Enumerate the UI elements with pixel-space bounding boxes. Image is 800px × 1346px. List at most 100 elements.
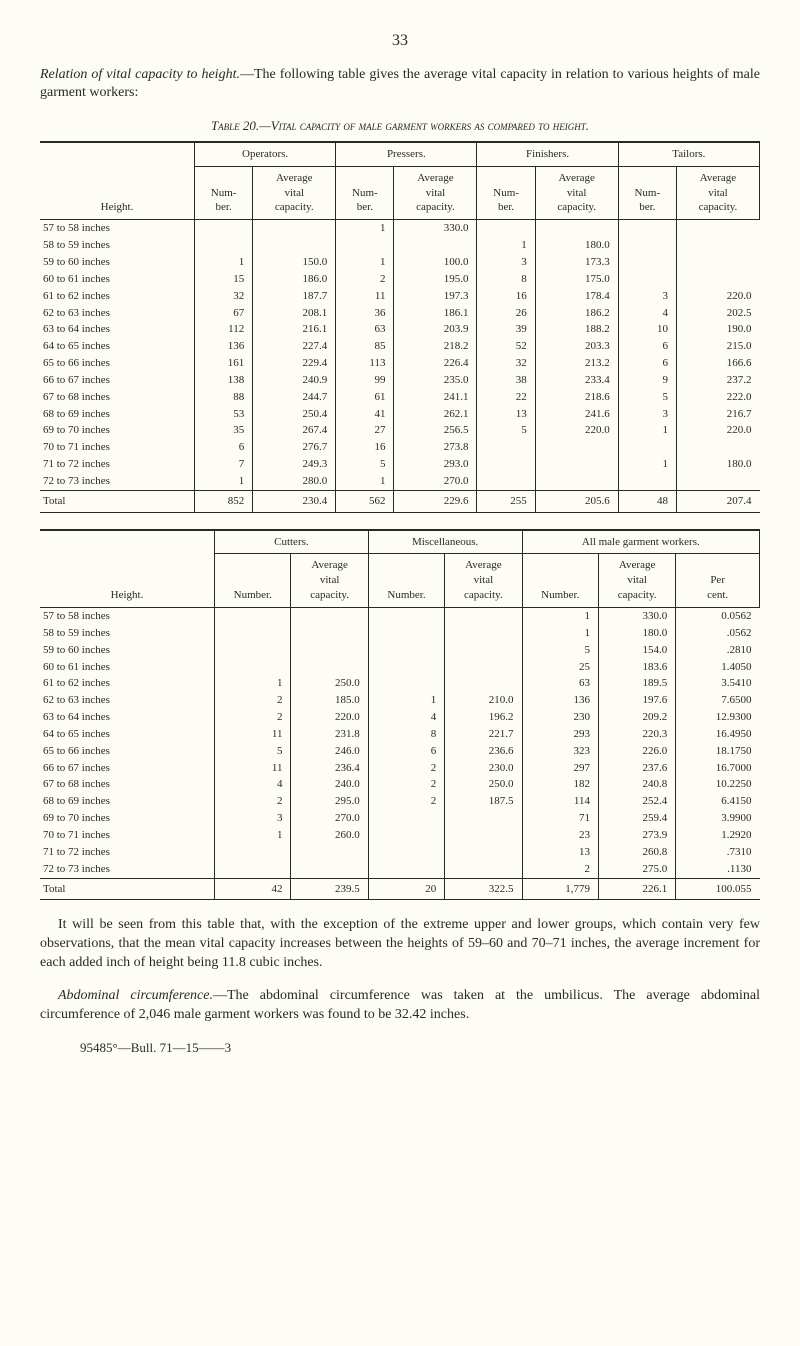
data-cell: 3 bbox=[618, 406, 676, 423]
data-cell: 220.3 bbox=[598, 726, 675, 743]
data-cell bbox=[477, 456, 535, 473]
data-cell: 216.7 bbox=[676, 406, 759, 423]
data-cell: 260.0 bbox=[291, 827, 368, 844]
table-2-group-0: Cutters. bbox=[215, 530, 369, 554]
data-cell bbox=[215, 861, 291, 878]
table-1-sub-2: Num- ber. bbox=[336, 166, 394, 220]
data-cell: 295.0 bbox=[291, 793, 368, 810]
row-label: 72 to 73 inches bbox=[40, 861, 215, 878]
data-cell: 183.6 bbox=[598, 659, 675, 676]
data-cell: 208.1 bbox=[253, 305, 336, 322]
data-cell: 221.7 bbox=[445, 726, 522, 743]
data-cell: 240.9 bbox=[253, 372, 336, 389]
table-row: 58 to 59 inches1180.0.0562 bbox=[40, 625, 760, 642]
data-cell bbox=[535, 220, 618, 237]
data-cell: 22 bbox=[477, 389, 535, 406]
conclusion-para-2: Abdominal circumference.—The abdominal c… bbox=[40, 987, 760, 1025]
data-cell: 249.3 bbox=[253, 456, 336, 473]
row-label: 57 to 58 inches bbox=[40, 608, 215, 625]
row-label: 57 to 58 inches bbox=[40, 220, 195, 237]
row-label: 61 to 62 inches bbox=[40, 288, 195, 305]
data-cell: .0562 bbox=[676, 625, 760, 642]
data-cell: 197.3 bbox=[394, 288, 477, 305]
data-cell bbox=[535, 456, 618, 473]
data-cell: 11 bbox=[336, 288, 394, 305]
data-cell: 136 bbox=[195, 338, 253, 355]
row-label: 63 to 64 inches bbox=[40, 321, 195, 338]
data-cell bbox=[445, 675, 522, 692]
data-cell: 226.4 bbox=[394, 355, 477, 372]
data-cell: 88 bbox=[195, 389, 253, 406]
data-cell: 220.0 bbox=[291, 709, 368, 726]
row-label: 69 to 70 inches bbox=[40, 422, 195, 439]
table-2-total-3: 322.5 bbox=[445, 878, 522, 899]
data-cell: 8 bbox=[477, 271, 535, 288]
table-2-total-1: 239.5 bbox=[291, 878, 368, 899]
data-cell: .1130 bbox=[676, 861, 760, 878]
data-cell: 9 bbox=[618, 372, 676, 389]
table-2-total-4: 1,779 bbox=[522, 878, 598, 899]
data-cell: 180.0 bbox=[535, 237, 618, 254]
data-cell bbox=[215, 844, 291, 861]
data-cell: 5 bbox=[477, 422, 535, 439]
data-cell: 250.0 bbox=[291, 675, 368, 692]
data-cell: 252.4 bbox=[598, 793, 675, 810]
table-1-sub-1: Average vital capacity. bbox=[253, 166, 336, 220]
data-cell: 236.4 bbox=[291, 760, 368, 777]
row-label: 72 to 73 inches bbox=[40, 473, 195, 490]
data-cell: 41 bbox=[336, 406, 394, 423]
data-cell: 1 bbox=[368, 692, 444, 709]
data-cell: 4 bbox=[215, 776, 291, 793]
data-cell: 250.4 bbox=[253, 406, 336, 423]
table-row: 66 to 67 inches138240.999235.038233.4923… bbox=[40, 372, 760, 389]
table-1-sub-5: Average vital capacity. bbox=[535, 166, 618, 220]
data-cell: 188.2 bbox=[535, 321, 618, 338]
data-cell bbox=[291, 844, 368, 861]
row-label: 59 to 60 inches bbox=[40, 254, 195, 271]
data-cell bbox=[445, 827, 522, 844]
table-1-total-3: 229.6 bbox=[394, 490, 477, 511]
data-cell: 16 bbox=[336, 439, 394, 456]
data-cell bbox=[618, 237, 676, 254]
table-row: 68 to 69 inches53250.441262.113241.63216… bbox=[40, 406, 760, 423]
data-cell: 36 bbox=[336, 305, 394, 322]
data-cell: 229.4 bbox=[253, 355, 336, 372]
data-cell: 235.0 bbox=[394, 372, 477, 389]
table-2-sub-2: Number. bbox=[368, 554, 444, 608]
table-1-wrap: Height. Operators. Pressers. Finishers. … bbox=[40, 141, 760, 513]
table-title: Table 20.—Vital capacity of male garment… bbox=[40, 117, 760, 135]
data-cell: 7 bbox=[195, 456, 253, 473]
table-row: 62 to 63 inches2185.01210.0136197.67.650… bbox=[40, 692, 760, 709]
data-cell: 11 bbox=[215, 726, 291, 743]
data-cell: 222.0 bbox=[676, 389, 759, 406]
table-row: 65 to 66 inches5246.06236.6323226.018.17… bbox=[40, 743, 760, 760]
data-cell: 293 bbox=[522, 726, 598, 743]
table-2-group-1: Miscellaneous. bbox=[368, 530, 522, 554]
data-cell: 1 bbox=[215, 827, 291, 844]
data-cell: 182 bbox=[522, 776, 598, 793]
row-label: 67 to 68 inches bbox=[40, 389, 195, 406]
table-1-total-6: 48 bbox=[618, 490, 676, 511]
table-row: 64 to 65 inches11231.88221.7293220.316.4… bbox=[40, 726, 760, 743]
data-cell: 2 bbox=[368, 793, 444, 810]
data-cell: 186.1 bbox=[394, 305, 477, 322]
data-cell: 218.2 bbox=[394, 338, 477, 355]
table-row: 69 to 70 inches35267.427256.55220.01220.… bbox=[40, 422, 760, 439]
data-cell bbox=[368, 642, 444, 659]
data-cell: 210.0 bbox=[445, 692, 522, 709]
data-cell: 241.1 bbox=[394, 389, 477, 406]
data-cell: 5 bbox=[618, 389, 676, 406]
data-cell: 113 bbox=[336, 355, 394, 372]
data-cell bbox=[368, 861, 444, 878]
data-cell: 6 bbox=[618, 355, 676, 372]
table-1-group-0: Operators. bbox=[195, 142, 336, 166]
table-row: 57 to 58 inches1330.0 bbox=[40, 220, 760, 237]
data-cell bbox=[195, 220, 253, 237]
row-label: 71 to 72 inches bbox=[40, 844, 215, 861]
data-cell: 27 bbox=[336, 422, 394, 439]
data-cell: 7.6500 bbox=[676, 692, 760, 709]
data-cell: 3 bbox=[215, 810, 291, 827]
data-cell: 230.0 bbox=[445, 760, 522, 777]
data-cell: 52 bbox=[477, 338, 535, 355]
footer-reference: 95485°—Bull. 71—15——3 bbox=[40, 1039, 760, 1057]
